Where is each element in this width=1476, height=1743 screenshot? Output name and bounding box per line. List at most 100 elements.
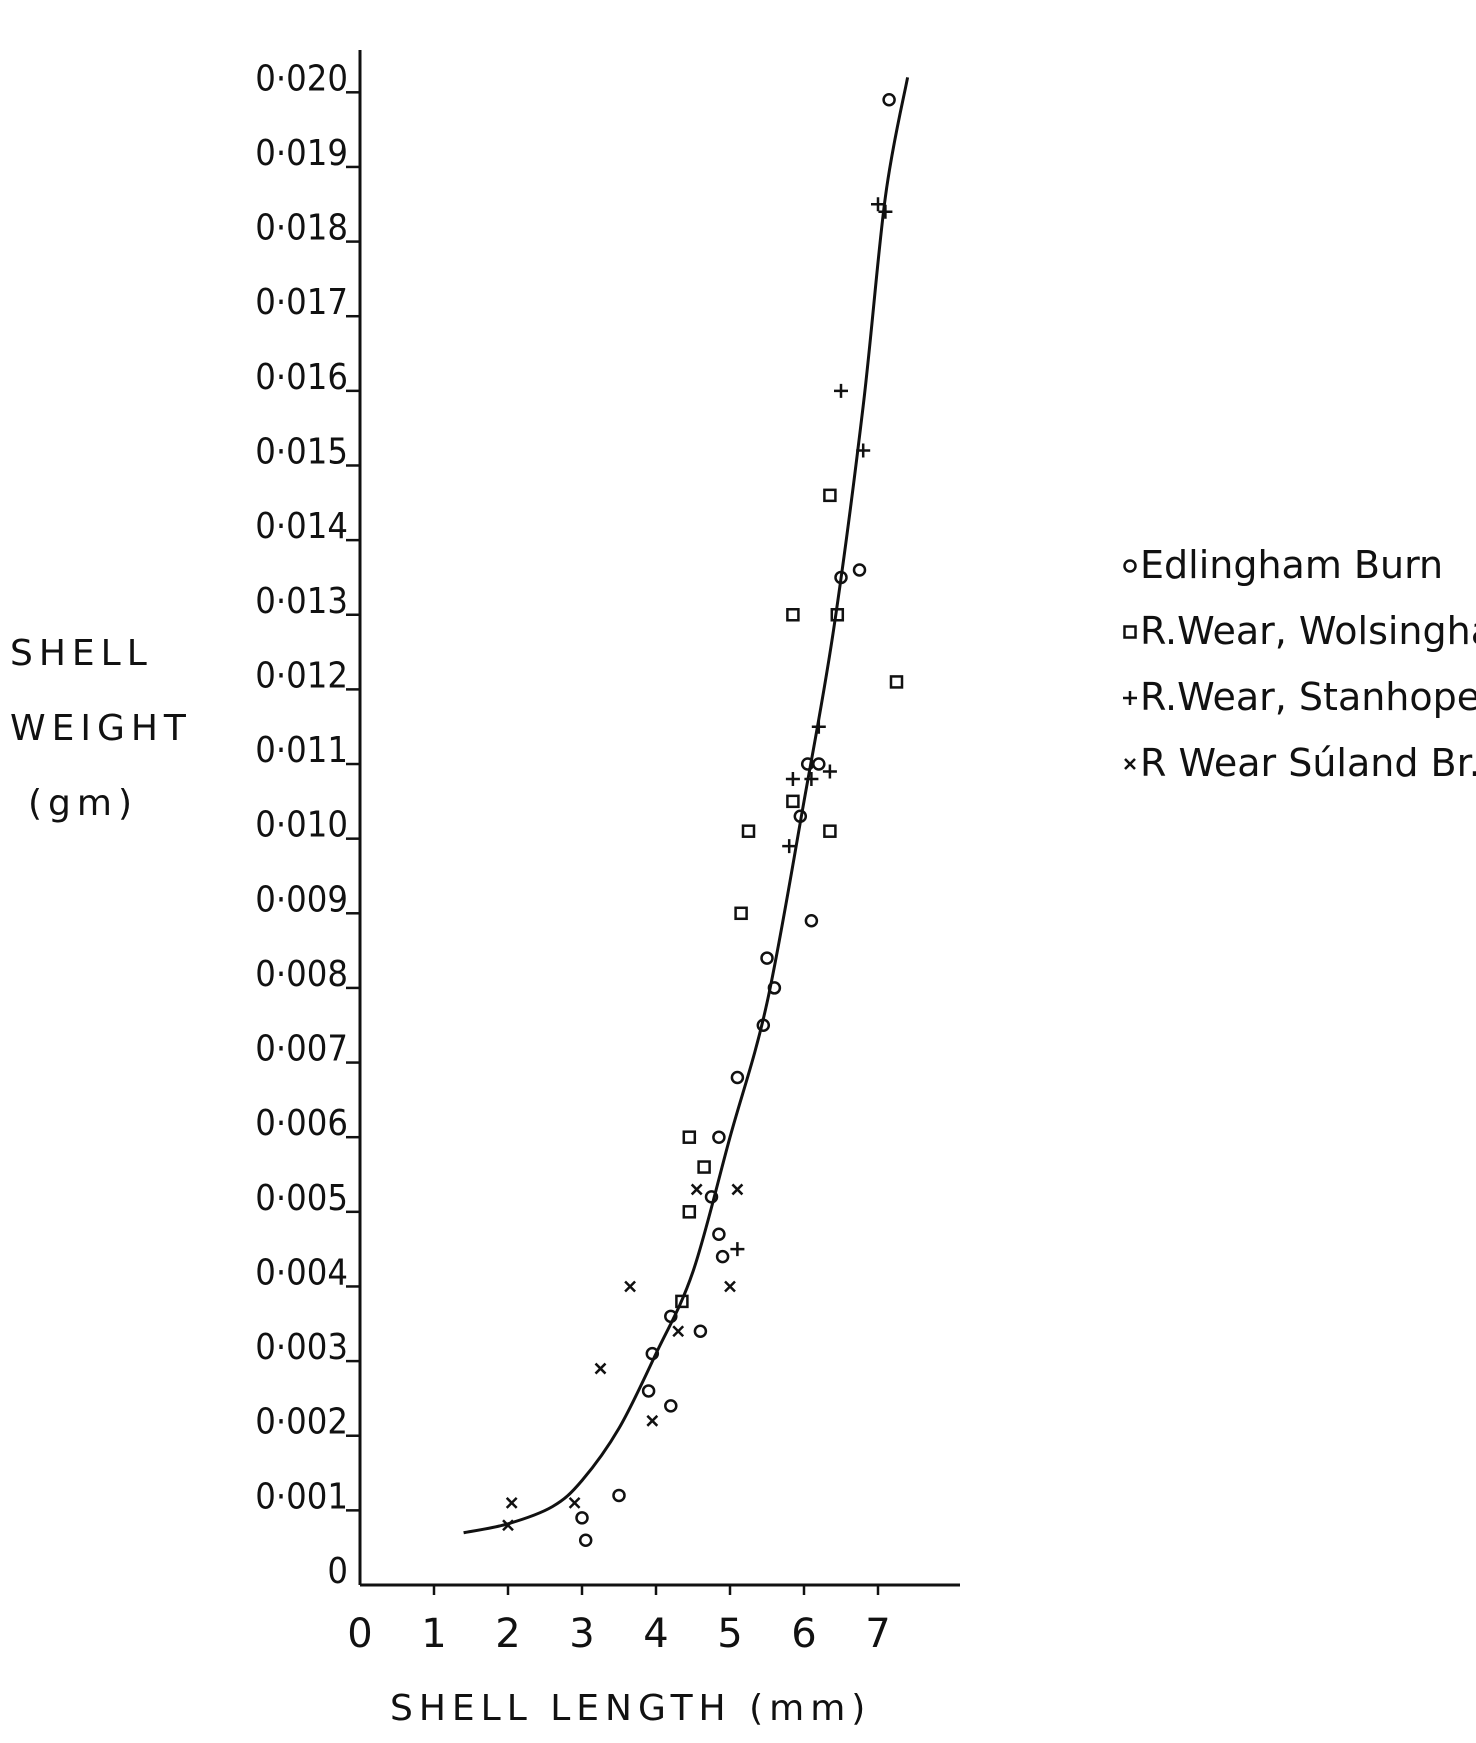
data-point-circle (793, 809, 808, 824)
data-point-square (823, 824, 837, 838)
data-point-plus (804, 771, 819, 786)
data-point-cross (724, 1280, 736, 1293)
legend-label: R Wear Súland Br. (1140, 741, 1476, 785)
data-point-square (823, 488, 837, 503)
y-tick-label: 0·009 (255, 879, 348, 920)
x-axis-ticks: 0 1 2 3 4 5 6 7 (347, 1585, 891, 1657)
data-point-circle (664, 1399, 678, 1413)
y-tick-label: 0·007 (255, 1029, 348, 1070)
data-point-circle (882, 93, 896, 107)
data-point-circle (712, 1130, 726, 1144)
data-point-circle (712, 1227, 726, 1241)
data-point-cross (690, 1183, 703, 1196)
data-point-plus (871, 197, 885, 212)
y-axis-title: SHELL WEIGHT (gm) (10, 633, 192, 824)
data-point-circle (664, 1309, 678, 1324)
legend-marker-square (1123, 625, 1137, 639)
data-point-plus (811, 719, 826, 734)
x-tick-label: 1 (421, 1611, 446, 1657)
data-point-square (734, 906, 748, 921)
data-point-circle (852, 563, 867, 577)
data-point-cross (646, 1414, 659, 1427)
x-tick-label: 3 (569, 1611, 594, 1657)
y-tick-label: 0·015 (255, 431, 348, 472)
data-point-cross (505, 1497, 518, 1509)
data-point-square (889, 675, 904, 689)
data-point-square (682, 1205, 697, 1219)
y-tick-label: 0·018 (255, 208, 348, 249)
y-tick-label: 0·017 (255, 282, 348, 323)
legend-label: R.Wear, Wolsingham (1140, 609, 1476, 653)
y-tick-label: 0·012 (255, 655, 348, 696)
x-tick-label: 4 (643, 1611, 668, 1657)
y-axis-title-line-1: SHELL (10, 633, 153, 674)
fit-curve-line (463, 77, 910, 1535)
data-point-cross (672, 1325, 685, 1338)
x-tick-label: 2 (495, 1611, 520, 1657)
y-tick-label: 0·010 (255, 805, 348, 846)
data-point-cross (594, 1362, 607, 1375)
data-point-square (675, 1294, 689, 1309)
y-tick-label: 0·002 (255, 1402, 348, 1443)
y-tick-label: 0·004 (255, 1252, 348, 1293)
data-point-circle (767, 981, 782, 995)
legend-marker-cross (1124, 758, 1136, 770)
y-tick-label: 0·001 (255, 1476, 348, 1517)
x-tick-label: 6 (791, 1611, 816, 1657)
data-point-plus (856, 443, 871, 458)
legend: Edlingham Burn R.Wear, Wolsingham R.Wear, … (1123, 543, 1476, 785)
data-point-plus (730, 1242, 745, 1257)
data-point-square (741, 824, 756, 838)
y-tick-label: 0·014 (255, 506, 348, 547)
data-point-circle (575, 1511, 589, 1525)
data-point-circle (704, 1190, 719, 1204)
y-axis-title-line-2: WEIGHT (10, 708, 192, 749)
axes (358, 50, 960, 1587)
x-tick-label: 7 (865, 1611, 890, 1657)
data-point-circle (645, 1346, 660, 1361)
data-point-square (830, 608, 845, 622)
data-point-plus (822, 764, 837, 779)
data-point-circle (612, 1488, 626, 1503)
y-tick-label: 0·019 (255, 133, 348, 174)
data-point-circle (693, 1324, 708, 1338)
data-point-square (682, 1130, 697, 1144)
y-axis-ticks: 0 0·001 0·002 0·003 0·004 0·005 0·006 0·007 0·00… (255, 58, 360, 1592)
data-point-square (697, 1160, 711, 1174)
y-tick-label: 0·011 (255, 730, 348, 771)
y-axis-title-line-3: (gm) (28, 783, 138, 824)
y-tick-label: 0·005 (255, 1178, 348, 1219)
legend-label: R.Wear, Stanhope (1140, 675, 1476, 719)
y-tick-label: 0 (327, 1551, 348, 1592)
legend-marker-circle (1123, 559, 1137, 573)
data-points (502, 93, 904, 1547)
data-point-plus (782, 839, 797, 854)
data-point-plus (834, 383, 848, 398)
x-tick-label: 5 (717, 1611, 742, 1657)
data-point-circle (812, 757, 826, 771)
y-tick-label: 0·013 (255, 581, 348, 622)
data-point-circle (756, 1018, 771, 1032)
data-point-cross (568, 1497, 581, 1509)
data-point-cross (731, 1183, 744, 1196)
x-axis-title: SHELL LENGTH (mm) (390, 1688, 871, 1729)
data-point-circle (760, 951, 774, 965)
data-point-plus (785, 771, 800, 786)
legend-label: Edlingham Burn (1140, 543, 1443, 587)
data-point-cross (624, 1280, 636, 1293)
data-point-plus (878, 204, 893, 219)
y-tick-label: 0·006 (255, 1103, 348, 1144)
y-tick-label: 0·020 (255, 58, 348, 99)
data-point-square (786, 608, 800, 622)
data-point-circle (641, 1384, 656, 1398)
fit-curve (463, 77, 910, 1535)
data-point-circle (834, 570, 848, 585)
y-tick-label: 0·003 (255, 1327, 348, 1368)
x-tick-label: 0 (347, 1611, 372, 1657)
data-point-circle (730, 1070, 745, 1085)
data-point-square (786, 794, 800, 809)
data-point-circle (715, 1249, 730, 1264)
data-point-cross (502, 1519, 514, 1532)
y-tick-label: 0·008 (255, 954, 348, 995)
